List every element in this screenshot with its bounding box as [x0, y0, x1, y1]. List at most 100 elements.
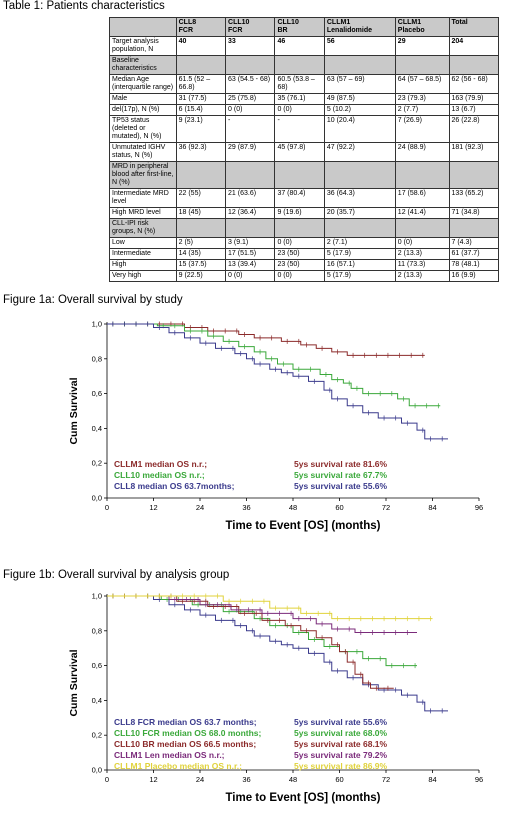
table-cell: 56	[323, 36, 396, 56]
x-tick-label: 36	[242, 775, 250, 784]
table-cell: 61.5 (52 – 66.8)	[175, 74, 227, 94]
x-tick-label: 96	[475, 503, 483, 512]
table-cell: 13 (6.7)	[448, 104, 500, 116]
table-row: High 15 (37.5) 13 (39.4) 23 (50) 16 (57.1) 11…	[109, 259, 500, 271]
table-cell: Intermediate MRD level	[109, 188, 177, 208]
table-cell: 6 (15.4)	[175, 104, 227, 116]
figure-1b-chart: 0 12 24 36 48 60 72 84 96 0,0 0,2 0,4 0,6 0,8 1,0 Cum S…	[68, 592, 483, 805]
x-tick-label: 0	[105, 775, 109, 784]
table-cell: del(17p), N (%)	[109, 104, 177, 116]
x-tick-label: 60	[335, 503, 343, 512]
table-cell	[394, 55, 450, 75]
table-cell: 23 (50)	[274, 248, 325, 260]
table-cell: 2 (13.3)	[394, 248, 450, 260]
x-tick-label: 36	[242, 503, 250, 512]
survival-curve-series	[107, 595, 394, 689]
table-cell: 36 (64.3)	[323, 188, 396, 208]
legend-entry: CLL8 median OS 63.7months;	[114, 481, 235, 491]
y-tick-label: 0,2	[92, 731, 102, 740]
table-cell: 64 (57 – 68.5)	[394, 74, 450, 94]
survival-rate-label: 5ys survival rate 55.6%	[294, 717, 388, 727]
table-cell: 45 (97.8)	[274, 142, 325, 162]
table-cell: 49 (87.5)	[323, 93, 396, 105]
y-tick-label: 0,2	[92, 459, 102, 468]
table-cell: 9 (23.1)	[175, 115, 227, 143]
table-cell: 12 (41.4)	[394, 207, 450, 219]
table-cell: Baseline characteristics	[109, 55, 177, 75]
table-cell: 0 (0)	[274, 270, 325, 282]
table-row: TP53 status (deleted or mutated), N (%) 9…	[109, 115, 500, 143]
table-cell: 2 (7.1)	[323, 237, 396, 249]
x-tick-label: 72	[382, 775, 390, 784]
survival-rate-label: 5ys survival rate 68.0%	[294, 728, 388, 738]
table-cell: -	[225, 115, 276, 143]
table-cell	[225, 161, 276, 189]
x-tick-label: 12	[149, 775, 157, 784]
legend-entry: CLLM1 Placebo median OS n.r.;	[114, 761, 242, 771]
survival-curve-series	[107, 323, 441, 407]
table-cell: 10 (20.4)	[323, 115, 396, 143]
table-cell: 2 (7.7)	[394, 104, 450, 116]
table-cell: 22 (55)	[175, 188, 227, 208]
table-cell: 23 (79.3)	[394, 93, 450, 105]
table-cell: 25 (75.8)	[225, 93, 276, 105]
table-cell: 61 (37.7)	[448, 248, 500, 260]
survival-curve-series	[107, 595, 433, 620]
table-cell: 5 (10.2)	[323, 104, 396, 116]
table-cell: 17 (58.6)	[394, 188, 450, 208]
table-cell: 0 (0)	[274, 237, 325, 249]
table-cell: 60.5 (53.8 – 68)	[274, 74, 325, 94]
table-cell: 0 (0)	[225, 104, 276, 116]
table-cell: 163 (79.9)	[448, 93, 500, 105]
table-cell: 78 (48.1)	[448, 259, 500, 271]
table-cell: 2 (5)	[175, 237, 227, 249]
table-row: High MRD level 18 (45) 12 (36.4) 9 (19.6) 20…	[109, 207, 500, 219]
table-cell: MRD in peripheral blood after first-line…	[109, 161, 177, 189]
table-header-cell: CLL8 FCR	[175, 17, 227, 37]
table-row: Unmutated IGHV status, N (%) 36 (92.3) 29 …	[109, 142, 500, 162]
table-cell: High	[109, 259, 177, 271]
y-tick-label: 0,4	[92, 696, 102, 705]
table-cell: 37 (80.4)	[274, 188, 325, 208]
table-cell: 63 (54.5 - 68)	[225, 74, 276, 94]
y-axis-label: Cum Survival	[68, 649, 80, 716]
x-tick-label: 96	[475, 775, 483, 784]
table-cell: 31 (77.5)	[175, 93, 227, 105]
table-row: Male 31 (77.5) 25 (75.8) 35 (76.1) 49 (87.5)…	[109, 93, 500, 105]
table-cell: 63 (57 – 69)	[323, 74, 396, 94]
table-cell: Unmutated IGHV status, N (%)	[109, 142, 177, 162]
x-tick-label: 24	[196, 775, 204, 784]
survival-rate-label: 5ys survival rate 67.7%	[294, 470, 388, 480]
table-header-cell: CLLM1 Lenalidomide	[323, 17, 396, 37]
table-cell	[323, 161, 396, 189]
survival-rate-label: 5ys survival rate 86.9%	[294, 761, 388, 771]
table-cell: 71 (34.8)	[448, 207, 500, 219]
y-tick-label: 0,4	[92, 424, 102, 433]
y-axis-label: Cum Survival	[68, 377, 80, 444]
table-row: Very high 9 (22.5) 0 (0) 0 (0) 5 (17.9) 2 (13…	[109, 270, 500, 282]
table-cell: 5 (17.9)	[323, 248, 396, 260]
table-cell	[175, 218, 227, 238]
y-tick-label: 0,0	[92, 766, 102, 775]
x-tick-label: 48	[289, 775, 297, 784]
table-row: CLL-IPI risk groups, N (%)	[109, 218, 500, 238]
table-cell: 0 (0)	[394, 237, 450, 249]
table-cell	[175, 161, 227, 189]
y-tick-label: 1,0	[92, 320, 102, 329]
table-cell: 20 (35.7)	[323, 207, 396, 219]
figure-1b-caption: Figure 1b: Overall survival by analysis …	[3, 569, 230, 581]
survival-rate-label: 5ys survival rate 79.2%	[294, 750, 388, 760]
x-axis-label: Time to Event [OS] (months)	[225, 792, 380, 804]
x-axis-label: Time to Event [OS] (months)	[225, 520, 380, 532]
legend-entry: CLL10 BR median OS 66.5 months;	[114, 739, 256, 749]
table-cell: 35 (76.1)	[274, 93, 325, 105]
survival-rate-label: 5ys survival rate 81.6%	[294, 459, 388, 469]
table-cell	[394, 218, 450, 238]
table-cell	[225, 218, 276, 238]
table-row: Median Age (interquartile range) 61.5 (52…	[109, 74, 500, 94]
table-cell: 2 (13.3)	[394, 270, 450, 282]
table-cell: 17 (51.5)	[225, 248, 276, 260]
x-tick-label: 72	[382, 503, 390, 512]
table-cell: Very high	[109, 270, 177, 282]
table-cell: 204	[448, 36, 500, 56]
